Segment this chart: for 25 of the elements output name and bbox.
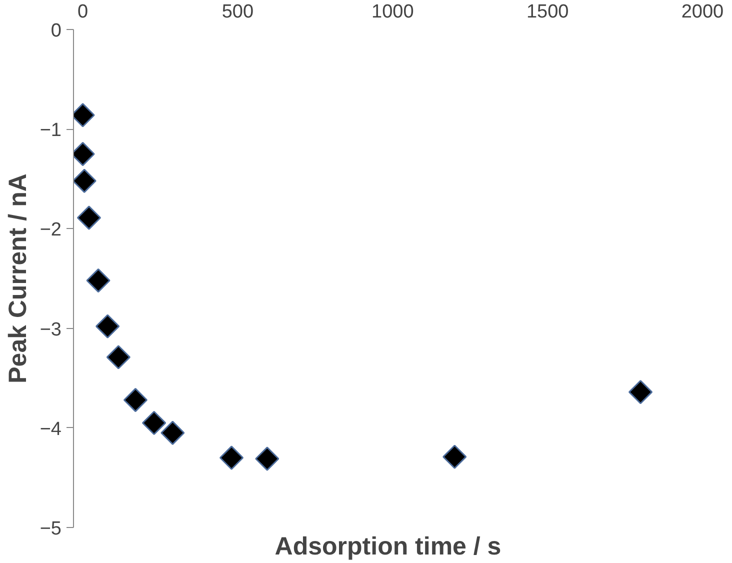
- point: [96, 314, 120, 338]
- point: [442, 444, 467, 469]
- x-tick-label: 1500: [526, 2, 569, 22]
- y-tick-label: −1: [40, 120, 62, 142]
- y-tick-label: −2: [40, 220, 62, 241]
- point: [160, 420, 185, 445]
- x-tick-label: 0: [78, 2, 88, 22]
- y-tick-label: 0: [50, 20, 62, 42]
- y-tick-label: −3: [40, 319, 62, 340]
- x-tick-label: 1000: [372, 2, 414, 22]
- point: [123, 388, 148, 412]
- y-axis-title: Peak Current / nA: [4, 174, 32, 384]
- y-tick-label: −4: [40, 418, 62, 440]
- point: [255, 446, 280, 471]
- point: [74, 168, 96, 193]
- point: [142, 410, 166, 435]
- point: [106, 345, 130, 370]
- point: [628, 380, 653, 404]
- x-tick-label: 2000: [681, 2, 724, 22]
- x-axis-title: Adsorption time / s: [274, 532, 502, 560]
- point: [219, 446, 244, 470]
- x-tick-label: 500: [222, 2, 254, 22]
- y-tick-label: −5: [40, 518, 62, 540]
- point: [76, 206, 102, 230]
- point: [86, 268, 110, 293]
